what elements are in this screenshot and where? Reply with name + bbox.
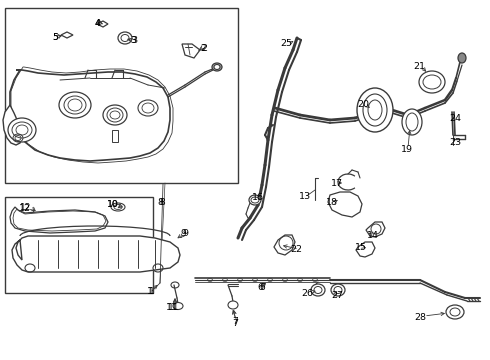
Text: 24: 24 — [449, 113, 461, 122]
Text: 12: 12 — [19, 203, 31, 212]
Text: 1: 1 — [147, 288, 153, 297]
Text: 10: 10 — [107, 199, 119, 208]
Text: 20: 20 — [357, 99, 369, 108]
Text: 26: 26 — [301, 288, 313, 297]
Text: 3: 3 — [130, 36, 136, 45]
Ellipse shape — [311, 284, 325, 296]
Text: 9: 9 — [182, 230, 188, 239]
Text: 11: 11 — [168, 303, 180, 312]
Text: 14: 14 — [367, 230, 379, 239]
Polygon shape — [356, 242, 375, 257]
Text: 21: 21 — [413, 62, 425, 71]
Text: 13: 13 — [299, 192, 311, 201]
Text: 18: 18 — [326, 198, 338, 207]
Bar — [112, 130, 118, 142]
Text: 8: 8 — [159, 198, 165, 207]
Polygon shape — [12, 236, 180, 272]
Ellipse shape — [357, 88, 393, 132]
Polygon shape — [328, 192, 362, 217]
Text: 9: 9 — [180, 230, 186, 239]
Polygon shape — [10, 70, 170, 161]
Polygon shape — [182, 44, 200, 58]
Text: 5: 5 — [52, 32, 58, 41]
Text: 27: 27 — [331, 292, 343, 301]
Ellipse shape — [331, 284, 345, 296]
Ellipse shape — [8, 118, 36, 142]
Polygon shape — [274, 235, 295, 255]
Polygon shape — [3, 105, 22, 145]
Text: 1: 1 — [149, 288, 155, 297]
Text: 10: 10 — [107, 199, 119, 208]
Text: 6: 6 — [257, 283, 263, 292]
Text: 17: 17 — [331, 179, 343, 188]
Text: 28: 28 — [414, 312, 426, 321]
Ellipse shape — [458, 53, 466, 63]
Text: 5: 5 — [52, 32, 58, 41]
Polygon shape — [366, 222, 385, 237]
Ellipse shape — [402, 109, 422, 135]
Text: 19: 19 — [401, 144, 413, 153]
Ellipse shape — [212, 63, 222, 71]
Text: 16: 16 — [252, 193, 264, 202]
Ellipse shape — [446, 305, 464, 319]
Text: 25: 25 — [280, 39, 292, 48]
Bar — [5, 8, 238, 183]
Ellipse shape — [111, 203, 125, 211]
Polygon shape — [97, 21, 108, 27]
Text: 22: 22 — [290, 244, 302, 253]
Ellipse shape — [59, 92, 91, 118]
Text: 7: 7 — [232, 319, 238, 328]
Text: 6: 6 — [259, 283, 265, 292]
Ellipse shape — [249, 195, 261, 205]
Text: 11: 11 — [166, 303, 178, 312]
Ellipse shape — [214, 64, 220, 69]
Polygon shape — [10, 207, 108, 233]
Text: 3: 3 — [131, 36, 137, 45]
Ellipse shape — [419, 71, 445, 93]
Text: 4: 4 — [94, 18, 100, 27]
Text: 8: 8 — [157, 198, 163, 207]
Text: 7: 7 — [232, 318, 238, 327]
Ellipse shape — [173, 302, 183, 310]
Polygon shape — [61, 32, 73, 38]
Text: 12: 12 — [20, 202, 32, 212]
Text: 2: 2 — [200, 44, 206, 53]
Ellipse shape — [118, 32, 132, 44]
Text: 2: 2 — [201, 44, 207, 53]
Bar — [5, 197, 153, 293]
Text: 15: 15 — [355, 243, 367, 252]
Ellipse shape — [103, 105, 127, 125]
Ellipse shape — [138, 100, 158, 116]
Text: 23: 23 — [449, 138, 461, 147]
Text: 4: 4 — [94, 18, 100, 27]
Ellipse shape — [228, 301, 238, 309]
